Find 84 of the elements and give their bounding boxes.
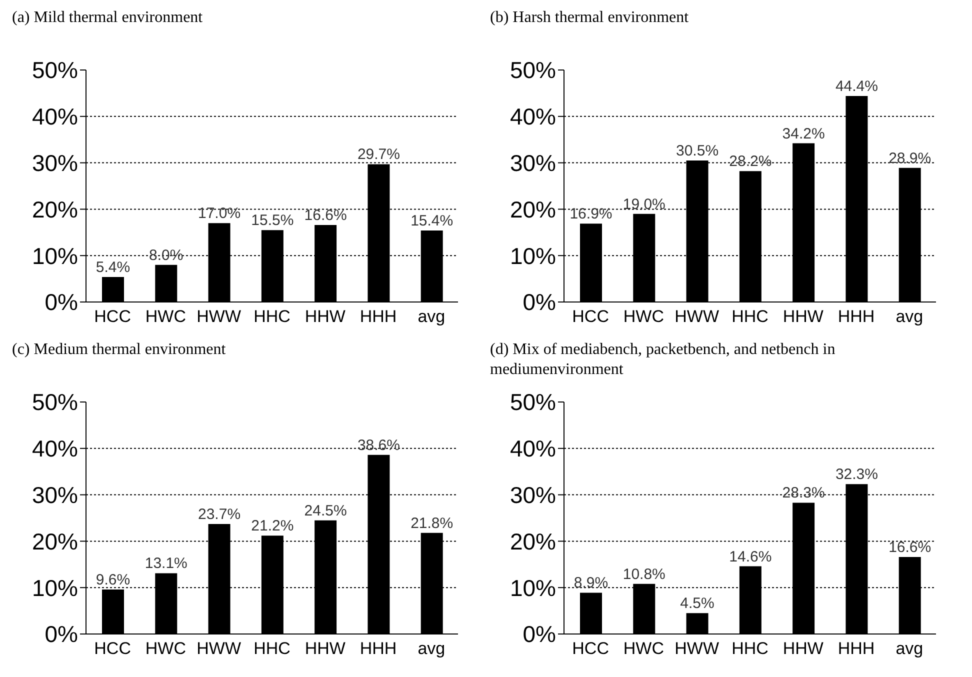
x-tick-label: HHW [782, 307, 824, 326]
data-label: 23.7% [198, 506, 241, 524]
data-label: 16.9% [570, 206, 612, 223]
data-label: 8.9% [574, 574, 608, 592]
data-label: 30.5% [676, 142, 719, 160]
data-label: 44.4% [835, 78, 878, 95]
x-tick-label: HWC [623, 639, 664, 658]
y-tick-label: 30% [510, 150, 556, 176]
x-tick-label: HWC [623, 307, 664, 326]
x-tick-label: HCC [94, 639, 131, 658]
y-tick-label: 40% [32, 436, 78, 462]
data-label: 14.6% [729, 548, 772, 566]
chart-title: (a) Mild thermal environment [11, 8, 204, 28]
y-tick-label: 40% [510, 104, 556, 130]
y-tick-label: 10% [510, 574, 556, 601]
x-tick-label: HWW [196, 639, 242, 658]
y-tick-label: 50% [510, 57, 556, 84]
data-label: 21.8% [410, 514, 454, 532]
data-label: 28.9% [888, 150, 932, 167]
x-tick-label: HHH [360, 307, 397, 326]
y-tick-label: 40% [32, 104, 78, 130]
x-tick-label: HHW [782, 639, 824, 658]
y-tick-label: 20% [32, 528, 78, 554]
x-tick-label: HWW [674, 307, 720, 326]
data-label: 9.6% [96, 571, 130, 588]
y-tick-label: 10% [32, 574, 78, 601]
data-label: 5.4% [96, 258, 130, 276]
data-label: 19.0% [622, 196, 666, 213]
x-tick-label: HCC [572, 639, 609, 658]
x-tick-label: HHH [360, 639, 397, 658]
data-label: 24.5% [304, 502, 347, 520]
y-tick-label: 50% [32, 57, 78, 84]
data-label: 16.6% [888, 538, 932, 556]
y-tick-label: 30% [32, 482, 78, 508]
data-label: 38.6% [357, 436, 400, 454]
y-tick-label: 20% [510, 196, 556, 222]
y-tick-label: 30% [32, 150, 78, 176]
data-label: 34.2% [782, 125, 825, 142]
data-label: 32.3% [835, 466, 878, 484]
x-tick-label: HHW [304, 639, 346, 658]
x-tick-label: avg [418, 639, 446, 658]
data-label: 15.5% [251, 212, 294, 230]
y-tick-label: 10% [32, 242, 78, 269]
x-tick-label: HWW [674, 639, 720, 658]
x-tick-label: HHH [838, 639, 875, 658]
y-tick-label: 20% [32, 196, 78, 222]
y-tick-label: 20% [510, 528, 556, 554]
data-label: 17.0% [198, 205, 241, 222]
data-label: 21.2% [251, 518, 294, 535]
y-tick-label: 0% [44, 289, 78, 316]
data-label: 13.1% [144, 555, 188, 572]
data-label: 28.3% [782, 484, 825, 502]
y-tick-label: 30% [510, 482, 556, 508]
data-label: 15.4% [410, 212, 454, 230]
x-tick-label: avg [896, 307, 924, 326]
data-label: 16.6% [304, 206, 347, 224]
y-tick-label: 0% [522, 621, 556, 648]
x-tick-label: HHC [732, 639, 768, 658]
y-tick-label: 50% [510, 389, 556, 416]
x-tick-label: avg [896, 639, 924, 658]
y-tick-label: 50% [32, 389, 78, 416]
chart-title: (d) Mix of mediabench, packetbench, and netbench in mediumenvironment [489, 340, 836, 380]
x-tick-label: HHC [254, 307, 290, 326]
y-tick-label: 10% [510, 242, 556, 269]
x-tick-label: HWW [196, 307, 242, 326]
y-tick-label: 40% [510, 436, 556, 462]
x-tick-label: HHC [254, 639, 290, 658]
y-tick-label: 0% [522, 289, 556, 316]
x-tick-label: HWC [145, 307, 186, 326]
data-label: 8.0% [149, 246, 184, 264]
data-label: 10.8% [622, 566, 666, 583]
y-tick-label: 0% [44, 621, 78, 648]
data-label: 28.2% [729, 153, 772, 170]
chart-title: (c) Medium thermal environment [11, 340, 227, 360]
data-label: 4.5% [680, 595, 714, 612]
x-tick-label: HHC [732, 307, 768, 326]
data-label: 29.7% [357, 146, 400, 164]
x-tick-label: HCC [572, 307, 609, 326]
x-tick-label: avg [418, 307, 446, 326]
x-tick-label: HWC [145, 639, 186, 658]
x-tick-label: HHH [838, 307, 875, 326]
x-tick-label: HCC [94, 307, 131, 326]
x-tick-label: HHW [304, 307, 346, 326]
chart-title: (b) Harsh thermal environment [489, 8, 690, 28]
